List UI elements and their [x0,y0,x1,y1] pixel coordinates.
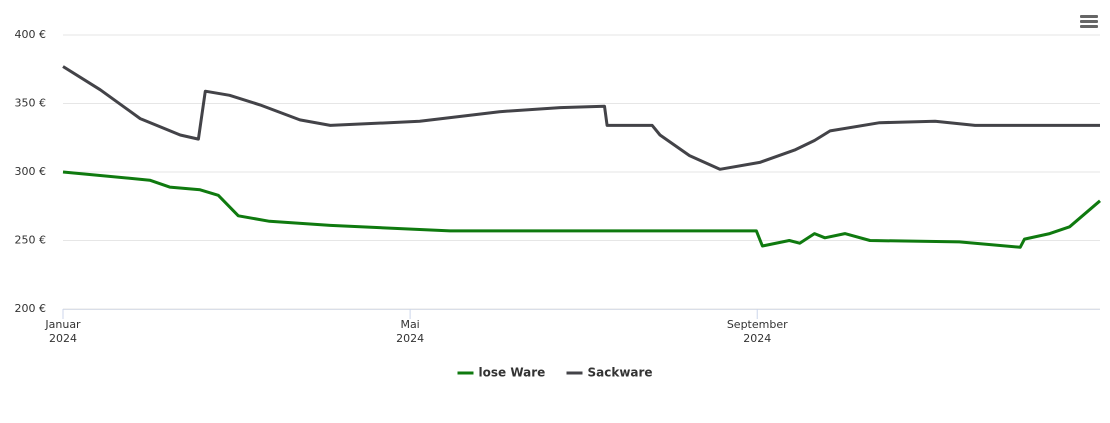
series-line [62,65,1100,171]
y-tick-label: 350 € [15,97,47,110]
menu-bar [1080,20,1098,23]
legend-item[interactable]: lose Ware [457,366,546,380]
y-tick-label: 250 € [15,234,47,247]
menu-bar [1080,15,1098,18]
x-tick-label: Januar 2024 [44,318,81,345]
legend-label: Sackware [588,366,653,380]
y-tick-label: 300 € [15,165,47,178]
y-tick-label: 200 € [15,302,47,315]
legend-item[interactable]: Sackware [566,366,653,380]
menu-bar [1080,25,1098,28]
x-tick-label: Mai 2024 [396,318,424,345]
y-tick-label: 400 € [15,28,47,41]
menu-button[interactable] [1080,15,1098,28]
x-tick-label: September 2024 [727,318,788,345]
series-line [62,170,1101,249]
legend-label: lose Ware [479,366,546,380]
